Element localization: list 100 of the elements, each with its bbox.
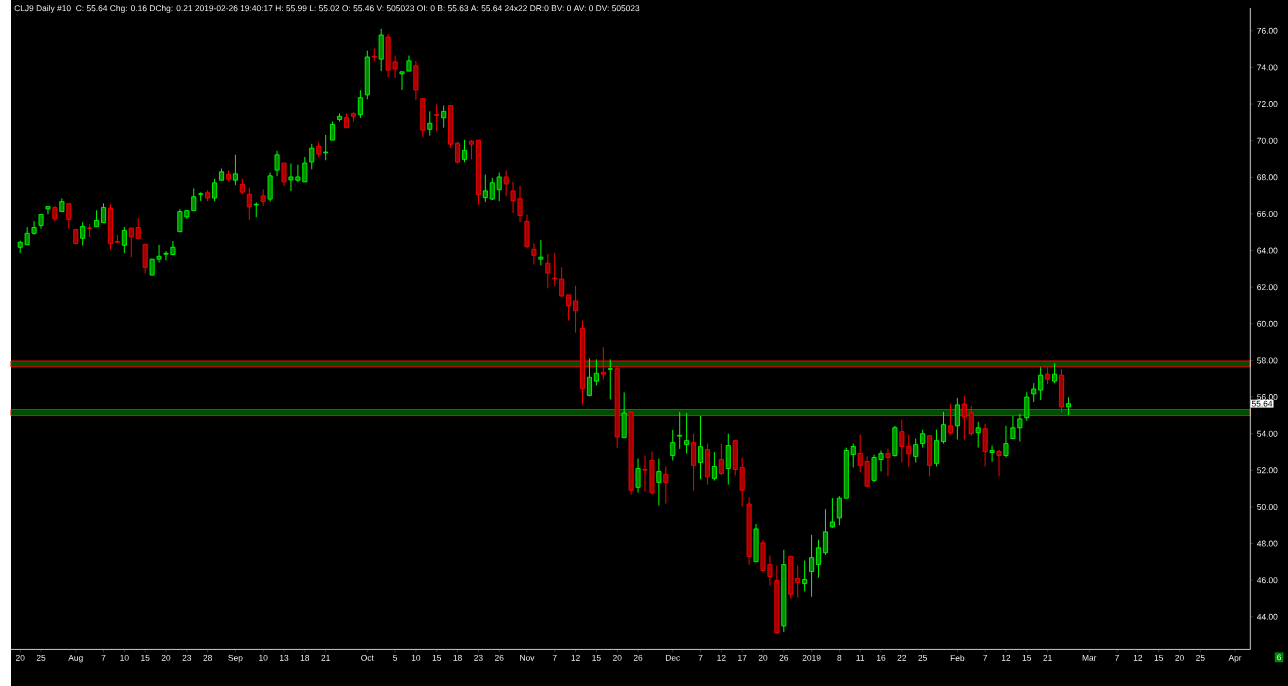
x-tick-label: 20 (1175, 654, 1184, 661)
candlestick (434, 103, 440, 132)
candlestick (1024, 391, 1030, 422)
x-tick-label: 12 (1001, 654, 1011, 661)
candlestick (100, 202, 107, 224)
x-tick-label: 16 (876, 654, 886, 661)
candlestick (80, 221, 86, 247)
candlestick (684, 412, 690, 455)
x-tick-label: Nov (520, 654, 535, 661)
y-tick-label: 64.00 (1257, 247, 1278, 254)
chart-title: CLJ9 Daily #10 (14, 4, 71, 13)
x-tick-label: 15 (592, 654, 601, 661)
candlestick (559, 266, 565, 298)
candlestick (816, 539, 822, 579)
x-tick-label: 17 (738, 654, 747, 661)
candlestick (66, 203, 72, 230)
candlestick (1038, 366, 1044, 401)
candlestick (940, 411, 947, 445)
candlestick (850, 443, 856, 468)
candlestick (982, 423, 988, 467)
x-tick-label: 15 (1154, 654, 1164, 661)
candlestick (482, 174, 488, 203)
candlestick (274, 150, 280, 177)
y-tick-label: 54.00 (1257, 430, 1278, 437)
candlestick (538, 239, 544, 266)
candlestick (677, 411, 683, 450)
candlestick (586, 357, 592, 397)
y-tick-label: 72.00 (1257, 101, 1278, 107)
candlestick (822, 508, 829, 556)
candlestick (670, 429, 676, 461)
candlestick (802, 560, 808, 592)
x-tick-label: 25 (918, 654, 927, 661)
x-tick-label: 20 (161, 654, 171, 661)
candlestick (246, 187, 252, 221)
x-tick-label: 23 (474, 654, 483, 661)
candlestick (468, 139, 474, 160)
candlestick (232, 154, 238, 186)
candlestick (593, 358, 599, 386)
y-tick-label: 52.00 (1257, 467, 1278, 474)
candlestick (455, 141, 461, 165)
candlestick (607, 358, 613, 400)
x-tick-label: 7 (552, 654, 557, 661)
candlestick (441, 104, 447, 129)
x-tick-label: 15 (432, 654, 442, 661)
candlestick (1031, 382, 1037, 403)
candlestick (656, 458, 662, 506)
x-tick-label: 8 (837, 654, 842, 661)
x-tick-label: 7 (101, 654, 106, 661)
y-tick-label: 50.00 (1257, 503, 1278, 510)
x-tick-label: 21 (1043, 654, 1052, 661)
candlestick (121, 226, 127, 254)
candlestick (975, 421, 981, 449)
x-tick-label: 28 (203, 654, 212, 661)
x-tick-label: 2019 (802, 654, 821, 661)
y-tick-label: 74.00 (1257, 64, 1278, 71)
candlestick (885, 447, 891, 477)
candlestick (212, 178, 218, 202)
candlestick (281, 162, 287, 187)
candlestick (545, 253, 551, 289)
x-tick-label: Oct (361, 654, 374, 661)
x-tick-label: 23 (182, 654, 192, 661)
x-tick-label: 15 (141, 654, 150, 661)
x-tick-label: 12 (1133, 654, 1143, 661)
x-tick-label: 18 (300, 654, 310, 661)
candlestick (267, 172, 273, 203)
x-tick-label: 7 (698, 654, 703, 661)
x-tick-label: Apr (1228, 654, 1242, 663)
x-tick-label: 10 (120, 654, 129, 661)
x-tick-label: 10 (259, 654, 268, 661)
x-tick-label: 20 (15, 654, 25, 661)
candlestick (503, 169, 509, 197)
x-tick-label: 22 (897, 654, 907, 661)
candlestick (1052, 362, 1058, 384)
x-tick-label: Aug (68, 654, 83, 663)
x-tick-label: 7 (983, 654, 988, 661)
x-tick-label: Mar (1082, 654, 1097, 661)
candlestick (566, 294, 572, 322)
chart-subtitle: C: 55.64 Chg: 0.16 DChg: 0.21 2019-02-26 19:40:17 H: 55.99 L: 55.02 O: 55.46 V: 505023 OI: 0 B: 55.63 A: 55.64 24x22 DR:0 BV: 0 AV: 0 DV: 505023 (76, 4, 640, 13)
candlestick (836, 495, 842, 526)
candlestick (691, 433, 697, 492)
x-tick-label: 13 (279, 654, 289, 661)
candlestick (725, 433, 731, 486)
x-tick-label: 20 (758, 654, 768, 661)
candlestick (1003, 425, 1009, 458)
y-tick-label: 56.00 (1257, 394, 1278, 400)
candlestick (427, 110, 433, 137)
x-tick-label: Dec (665, 654, 680, 661)
annotation: 55.64 (1251, 400, 1273, 407)
x-tick-label: Sep (228, 654, 243, 663)
x-tick-label: 5 (393, 654, 398, 661)
y-tick-label: 76.00 (1257, 27, 1278, 34)
x-tick-label: 25 (36, 654, 46, 661)
x-tick-label: Feb (950, 654, 965, 661)
candlestick (45, 206, 51, 215)
candlestick (829, 497, 835, 529)
x-tick-label: 20 (612, 654, 622, 661)
x-tick-label: 12 (571, 654, 580, 661)
y-tick-label: 66.00 (1257, 210, 1278, 217)
candlestick (913, 438, 919, 463)
x-tick-label: 25 (1196, 654, 1205, 661)
